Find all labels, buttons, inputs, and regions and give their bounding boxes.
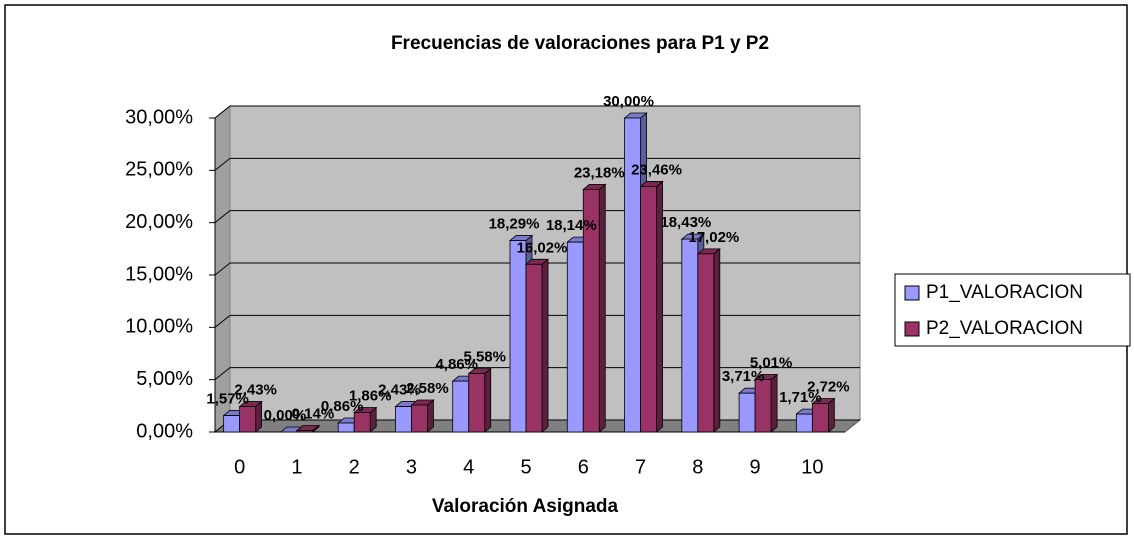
bar-front bbox=[411, 404, 428, 433]
bar bbox=[639, 180, 664, 433]
data-label: 1,57% bbox=[206, 391, 249, 408]
bar-front bbox=[697, 253, 715, 433]
bar bbox=[353, 406, 378, 433]
bar-front bbox=[223, 415, 241, 433]
bar bbox=[811, 397, 836, 433]
x-tick-label: 10 bbox=[801, 456, 823, 478]
data-label: 3,71% bbox=[722, 368, 765, 385]
y-tick-label: 10,00% bbox=[125, 316, 193, 338]
y-tick-label: 20,00% bbox=[125, 211, 193, 233]
bar-front bbox=[811, 403, 829, 433]
data-label: 18,14% bbox=[546, 217, 597, 234]
x-tick-label: 2 bbox=[349, 456, 360, 478]
grid-line-side bbox=[214, 262, 231, 276]
bar-side bbox=[541, 258, 549, 433]
x-tick-label: 6 bbox=[578, 456, 589, 478]
y-tick-label: 5,00% bbox=[136, 368, 193, 390]
x-tick-label: 0 bbox=[234, 456, 245, 478]
grid-line-side bbox=[214, 210, 231, 224]
y-tick-label: 25,00% bbox=[125, 159, 193, 181]
data-label: 1,86% bbox=[349, 388, 392, 405]
legend-label: P2_VALORACION bbox=[926, 318, 1083, 339]
grid-line-side bbox=[214, 367, 231, 381]
y-tick-label: 0,00% bbox=[136, 420, 193, 442]
data-label: 2,43% bbox=[234, 382, 277, 399]
bar bbox=[238, 400, 263, 433]
data-label: 18,29% bbox=[489, 216, 540, 233]
data-label: 16,02% bbox=[517, 239, 568, 256]
bar-front bbox=[395, 406, 412, 433]
x-tick-label: 8 bbox=[692, 456, 703, 478]
bar-front bbox=[509, 240, 527, 433]
bar-side bbox=[484, 367, 492, 433]
data-label: 4,86% bbox=[435, 356, 478, 373]
bar bbox=[467, 367, 492, 433]
grid-line-side bbox=[214, 157, 231, 171]
bar-front bbox=[452, 380, 470, 433]
legend-swatch bbox=[904, 321, 920, 337]
x-tick-label: 5 bbox=[520, 456, 531, 478]
data-label: 5,01% bbox=[750, 355, 793, 372]
bar bbox=[410, 399, 435, 433]
bar bbox=[524, 258, 550, 433]
bar bbox=[295, 424, 321, 433]
bar-front bbox=[337, 422, 355, 433]
x-tick-label: 7 bbox=[635, 456, 646, 478]
data-label: 2,58% bbox=[406, 380, 449, 397]
x-tick-label: 3 bbox=[406, 456, 417, 478]
data-label: 0,00% bbox=[264, 407, 307, 424]
bar bbox=[582, 183, 607, 433]
data-label: 30,00% bbox=[603, 93, 654, 110]
data-label: 23,18% bbox=[574, 164, 625, 181]
legend-swatch bbox=[904, 285, 920, 301]
legend-label: P1_VALORACION bbox=[926, 282, 1083, 303]
bar-front bbox=[582, 188, 600, 433]
x-axis-label: Valoración Asignada bbox=[432, 496, 619, 517]
bar-front bbox=[566, 241, 584, 433]
bar-front bbox=[353, 412, 371, 433]
chart-title: Frecuencias de valoraciones para P1 y P2 bbox=[391, 33, 769, 54]
bar-side bbox=[598, 183, 606, 433]
bar bbox=[753, 373, 779, 433]
data-label: 2,72% bbox=[807, 378, 850, 395]
bar bbox=[696, 248, 721, 433]
bar-front bbox=[525, 263, 543, 433]
legend-box bbox=[894, 273, 1131, 347]
grid-line-side bbox=[214, 314, 231, 328]
x-tick-label: 4 bbox=[463, 456, 474, 478]
x-tick-label: 9 bbox=[750, 456, 761, 478]
bar-front bbox=[640, 186, 657, 433]
data-label: 1,71% bbox=[779, 389, 822, 406]
data-label: 5,58% bbox=[463, 349, 506, 366]
bar-front bbox=[795, 413, 813, 433]
bar-front bbox=[754, 379, 772, 433]
bar-side bbox=[427, 399, 434, 433]
data-label: 0,86% bbox=[321, 398, 364, 415]
bar-front bbox=[681, 238, 699, 433]
bar-side bbox=[827, 397, 835, 433]
y-tick-label: 15,00% bbox=[125, 263, 193, 285]
bar-front bbox=[239, 406, 257, 433]
data-label: 0,14% bbox=[292, 406, 335, 423]
bar-front bbox=[738, 392, 756, 433]
x-tick-label: 1 bbox=[291, 456, 302, 478]
bar-side bbox=[713, 248, 721, 433]
y-tick-label: 30,00% bbox=[125, 106, 193, 128]
bar-side bbox=[770, 373, 778, 433]
data-label: 2,43% bbox=[378, 382, 421, 399]
data-label: 23,46% bbox=[631, 161, 682, 178]
grid-line-side bbox=[214, 105, 231, 119]
data-label: 17,02% bbox=[688, 229, 739, 246]
bar-front bbox=[468, 373, 486, 433]
bar-front bbox=[296, 430, 314, 433]
data-label: 18,43% bbox=[660, 214, 711, 231]
